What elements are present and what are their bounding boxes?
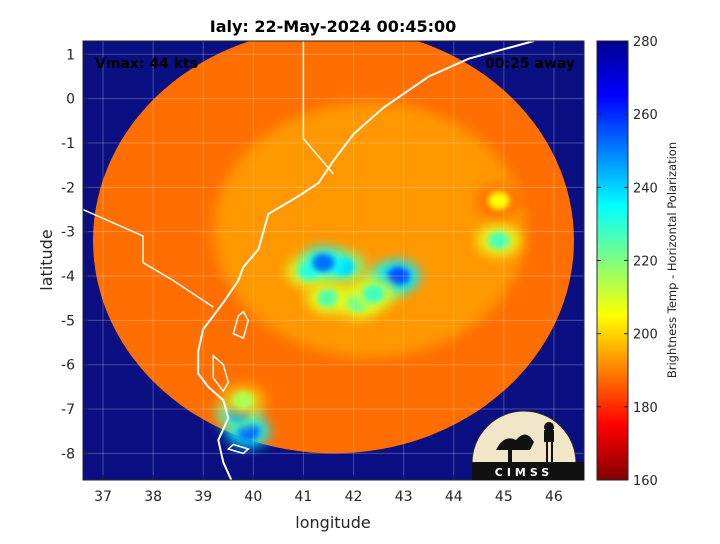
- map-layer: [83, 41, 535, 480]
- y-tick-label--6: -6: [61, 358, 75, 374]
- island-1: [212, 354, 230, 393]
- cb-tick-label-200: 200: [633, 328, 658, 343]
- x-axis-label: longitude: [295, 513, 370, 532]
- cb-tick-label-160: 160: [633, 474, 658, 489]
- time-away-annotation: 00:25 away: [485, 56, 575, 72]
- x-tick-label-38: 38: [144, 489, 162, 505]
- cb-tick-label-220: 220: [633, 255, 658, 270]
- swath-inner: [213, 102, 526, 358]
- y-tick-label--7: -7: [61, 402, 75, 418]
- border-0: [302, 41, 335, 175]
- colorbar: [596, 40, 629, 481]
- feature-core-8: [487, 231, 510, 250]
- x-tick-label-42: 42: [345, 489, 363, 505]
- border-1: [83, 208, 214, 308]
- y-tick-label--1: -1: [61, 136, 75, 152]
- island-2: [226, 443, 250, 455]
- plot-frame: [82, 40, 585, 481]
- x-tick-label-40: 40: [244, 489, 262, 505]
- y-tick-label--3: -3: [61, 225, 75, 241]
- colorbar-ticks: 280 260 240 220 200 180 160: [597, 35, 658, 489]
- x-tick-label-45: 45: [495, 489, 513, 505]
- cb-tick-label-180: 180: [633, 401, 658, 416]
- tick-layer: 37 38 39 40 41 42 43 44 45 46 1 0 -1 -2 -3 -4 -5 -6 -7 -8: [61, 47, 563, 505]
- cimss-logo: CIMSS: [472, 410, 584, 480]
- feature-core-3: [317, 289, 340, 308]
- feature-core-7: [362, 284, 385, 303]
- cb-tick-label-240: 240: [633, 181, 658, 196]
- x-tick-label-46: 46: [545, 489, 563, 505]
- y-tick-label--4: -4: [61, 269, 75, 285]
- cb-tick-label-260: 260: [633, 108, 658, 123]
- feature-core-6: [387, 267, 410, 286]
- vmax-annotation: Vmax: 44 kts: [95, 56, 198, 72]
- y-tick-label--2: -2: [61, 180, 75, 196]
- feature-core-12: [232, 391, 255, 410]
- feature-core-9: [487, 191, 510, 210]
- x-tick-label-44: 44: [445, 489, 463, 505]
- logo-text: CIMSS: [495, 466, 553, 479]
- grid-layer: [83, 41, 584, 480]
- y-tick-label-0: 0: [66, 92, 75, 108]
- x-tick-label-43: 43: [395, 489, 413, 505]
- swath-layer: [93, 41, 574, 454]
- chart-title: Ialy: 22-May-2024 00:45:00: [210, 17, 457, 36]
- y-axis-label: latitude: [37, 229, 56, 290]
- cb-tick-label-280: 280: [633, 35, 658, 50]
- x-tick-label-41: 41: [295, 489, 313, 505]
- y-tick-label--5: -5: [61, 313, 75, 329]
- feature-layer: [216, 184, 521, 448]
- x-tick-label-37: 37: [94, 489, 112, 505]
- coastline: [197, 41, 535, 480]
- colorbar-label: Brightness Temp - Horizontal Polarizatio…: [665, 142, 679, 378]
- y-tick-label--8: -8: [61, 446, 75, 462]
- y-tick-label-1: 1: [66, 47, 75, 63]
- x-tick-label-39: 39: [194, 489, 212, 505]
- island-0: [232, 310, 250, 340]
- feature-core-2: [312, 253, 335, 272]
